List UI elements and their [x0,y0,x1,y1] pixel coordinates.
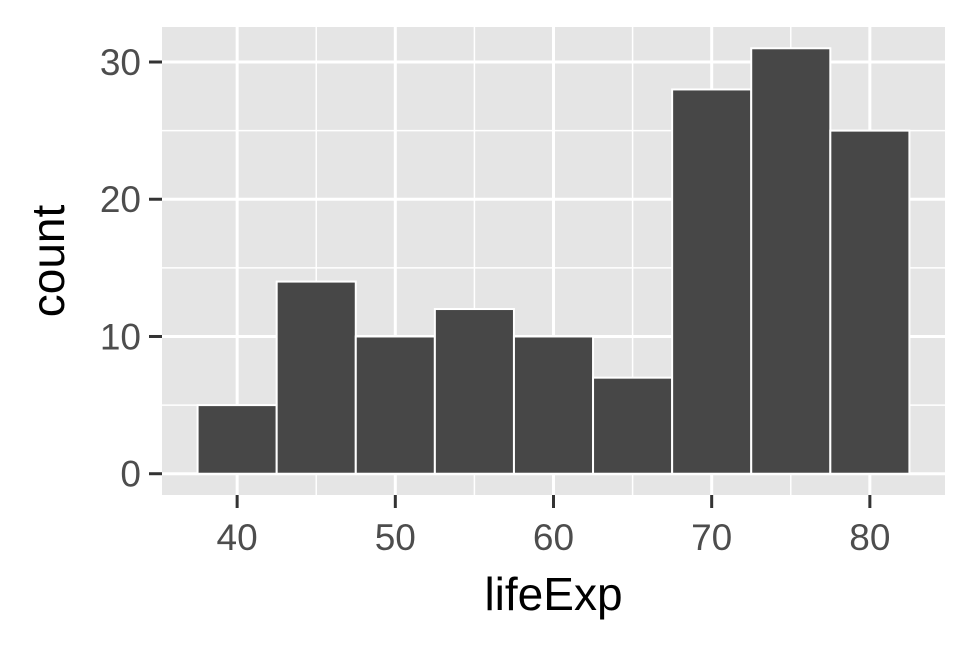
y-tick-label: 30 [100,42,141,83]
y-tick-label: 20 [100,179,141,220]
histogram-bar [829,129,911,475]
x-tick-label: 40 [217,517,258,558]
x-tick-label: 70 [691,517,732,558]
histogram-bar [275,280,357,475]
x-tick-label: 80 [849,517,890,558]
y-axis-title: count [22,205,74,318]
y-tick-label: 10 [100,316,141,357]
y-tick-label: 0 [120,454,141,495]
histogram-bar [592,376,674,475]
histogram-bar [512,335,595,475]
histogram-bar [433,308,515,475]
x-tick-label: 50 [375,517,416,558]
histogram-bar [671,88,753,475]
histogram-bar [196,404,278,475]
histogram-bar [750,47,832,475]
y-axis: 0 10 20 30 [100,42,162,495]
histogram-bars [196,47,911,475]
x-tick-label: 60 [533,517,574,558]
x-axis-title: lifeExp [484,568,622,620]
x-axis: 40 50 60 70 80 [217,495,890,558]
histogram-bar [354,335,436,475]
